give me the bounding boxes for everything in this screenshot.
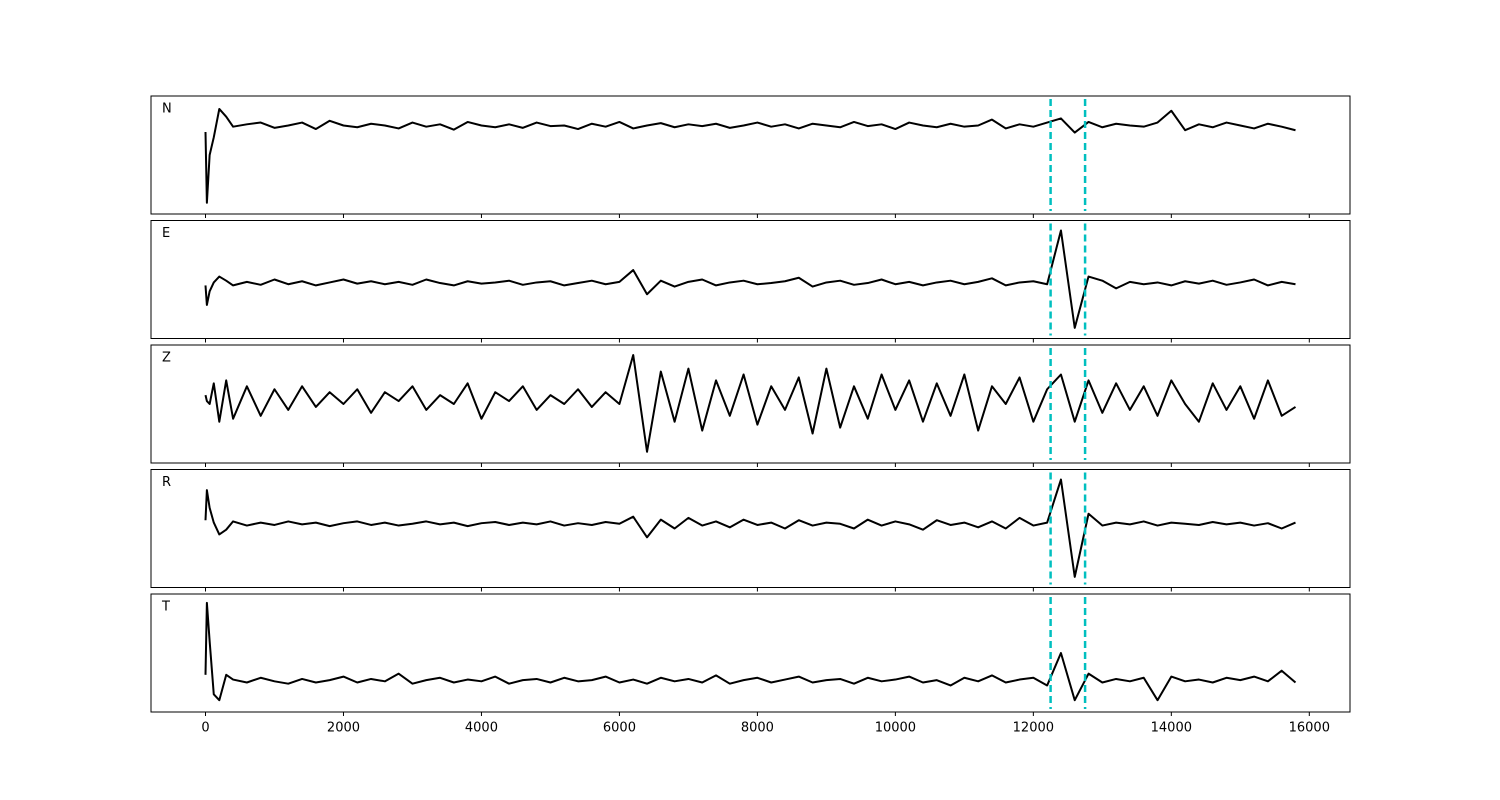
x-tick-label: 2000 [327,721,360,736]
trace [204,478,1296,578]
channel-label: Z [162,351,171,366]
x-tick-label: 4000 [465,721,498,736]
trace [204,229,1296,329]
trace [204,601,1297,702]
trace [204,354,1297,453]
x-tick-label: 6000 [603,721,636,736]
panel-frame [150,95,1351,215]
panel-frame [150,469,1351,588]
panel-frame [150,220,1351,339]
channel-label: E [162,226,170,241]
x-tick-label: 10000 [875,721,916,736]
trace [204,107,1296,204]
x-tick-label: 16000 [1289,721,1330,736]
x-tick-label: 0 [201,721,209,736]
x-tick-label: 8000 [741,721,774,736]
panel-frame [150,344,1351,464]
x-tick-label: 14000 [1151,721,1192,736]
channel-label: R [162,475,171,490]
x-tick-label: 12000 [1013,721,1054,736]
channel-label: N [162,102,172,117]
channel-label: T [161,600,170,615]
panel-frame [150,593,1351,713]
